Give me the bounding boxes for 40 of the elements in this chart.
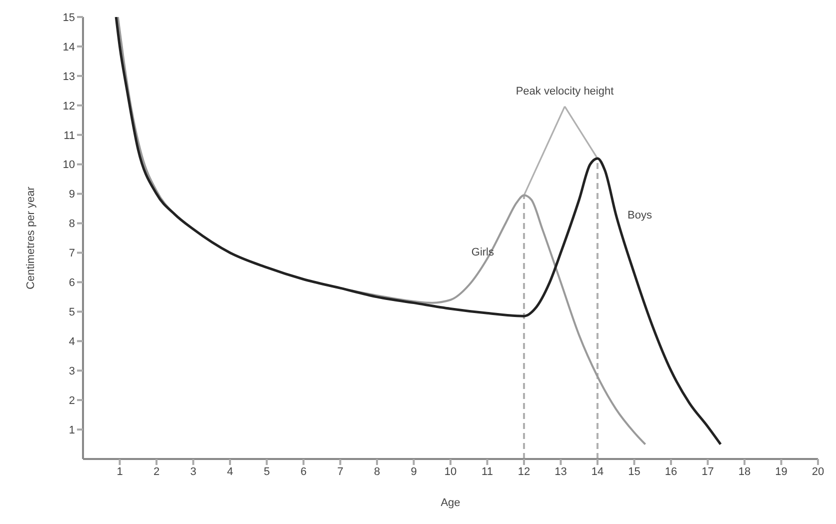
x-tick-label: 16 bbox=[664, 466, 678, 478]
y-tick-label: 2 bbox=[68, 394, 75, 407]
annotation: Peak velocity height bbox=[516, 85, 614, 98]
x-tick-label: 17 bbox=[702, 466, 714, 478]
x-axis-title: Age bbox=[440, 497, 460, 509]
x-tick-label: 13 bbox=[554, 466, 567, 478]
y-tick-label: 15 bbox=[62, 12, 75, 24]
series-label: Boys bbox=[628, 209, 652, 222]
x-tick-label: 6 bbox=[300, 466, 307, 478]
y-tick-label: 4 bbox=[68, 336, 75, 348]
x-tick-label: 19 bbox=[775, 466, 788, 478]
x-tick-label: 9 bbox=[410, 466, 417, 478]
y-tick-label: 13 bbox=[62, 70, 75, 83]
x-tick-label: 1 bbox=[116, 466, 123, 478]
y-tick-label: 1 bbox=[68, 424, 75, 436]
x-tick-label: 8 bbox=[374, 466, 380, 478]
x-tick-label: 3 bbox=[190, 466, 196, 478]
x-tick-label: 12 bbox=[518, 466, 530, 478]
x-tick-label: 15 bbox=[628, 466, 640, 478]
x-tick-label: 7 bbox=[337, 466, 344, 478]
y-tick-label: 10 bbox=[62, 159, 75, 172]
x-tick-label: 14 bbox=[591, 466, 604, 478]
x-tick-label: 10 bbox=[444, 466, 457, 478]
y-tick-label: 7 bbox=[68, 248, 75, 260]
x-tick-label: 11 bbox=[482, 466, 493, 478]
y-axis-title: Centimetres per year bbox=[24, 186, 37, 290]
y-tick-label: 6 bbox=[68, 277, 75, 290]
y-tick-label: 5 bbox=[68, 306, 75, 319]
y-tick-label: 9 bbox=[68, 188, 75, 201]
y-tick-label: 11 bbox=[64, 130, 75, 142]
series-label: Girls bbox=[471, 246, 494, 258]
y-tick-label: 3 bbox=[68, 366, 75, 378]
x-tick-label: 5 bbox=[264, 466, 270, 478]
x-tick-label: 4 bbox=[226, 466, 234, 478]
y-tick-label: 14 bbox=[62, 41, 75, 54]
x-tick-label: 18 bbox=[738, 466, 751, 478]
x-tick-label: 20 bbox=[812, 466, 824, 478]
x-tick-label: 2 bbox=[153, 466, 160, 478]
y-tick-label: 8 bbox=[68, 218, 75, 230]
y-tick-label: 12 bbox=[62, 100, 75, 112]
